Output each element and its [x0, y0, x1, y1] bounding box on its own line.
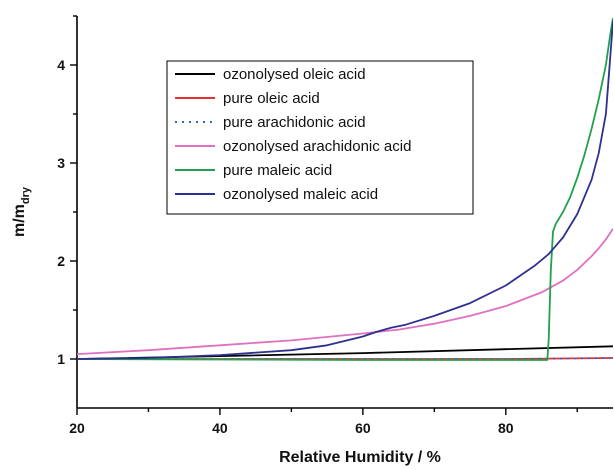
y-tick-label: 3: [57, 155, 65, 171]
x-tick-label: 40: [212, 420, 228, 436]
series-line-4: [77, 228, 613, 355]
y-tick-label: 2: [57, 253, 65, 269]
legend-label: ozonolysed maleic acid: [223, 186, 378, 203]
y-axis-title-main: m/m: [11, 204, 28, 237]
series-line-6: [77, 20, 613, 360]
legend-label: ozonolysed oleic acid: [223, 66, 366, 83]
y-tick-label: 4: [57, 57, 65, 73]
legend-label: pure oleic acid: [223, 90, 320, 107]
y-tick-label: 1: [57, 351, 65, 367]
series-layer: [77, 17, 613, 361]
legend-box: [166, 60, 474, 215]
y-axis-title-subscript: dry: [20, 186, 32, 204]
x-tick-label: 20: [69, 420, 85, 436]
legend-label: ozonolysed arachidonic acid: [223, 138, 411, 155]
x-tick-label: 60: [355, 420, 371, 436]
y-axis-title: m/mdry: [11, 186, 32, 237]
x-axis-title: Relative Humidity / %: [279, 449, 441, 466]
axes: 20 40 60 80 1 2 3 4: [57, 15, 613, 436]
legend-label: pure maleic acid: [223, 162, 332, 179]
legend: ozonolysed oleic acid pure oleic acid pure…: [166, 60, 474, 215]
series-line-5: [77, 17, 613, 361]
x-tick-label: 80: [498, 420, 514, 436]
legend-label: pure arachidonic acid: [223, 114, 366, 131]
